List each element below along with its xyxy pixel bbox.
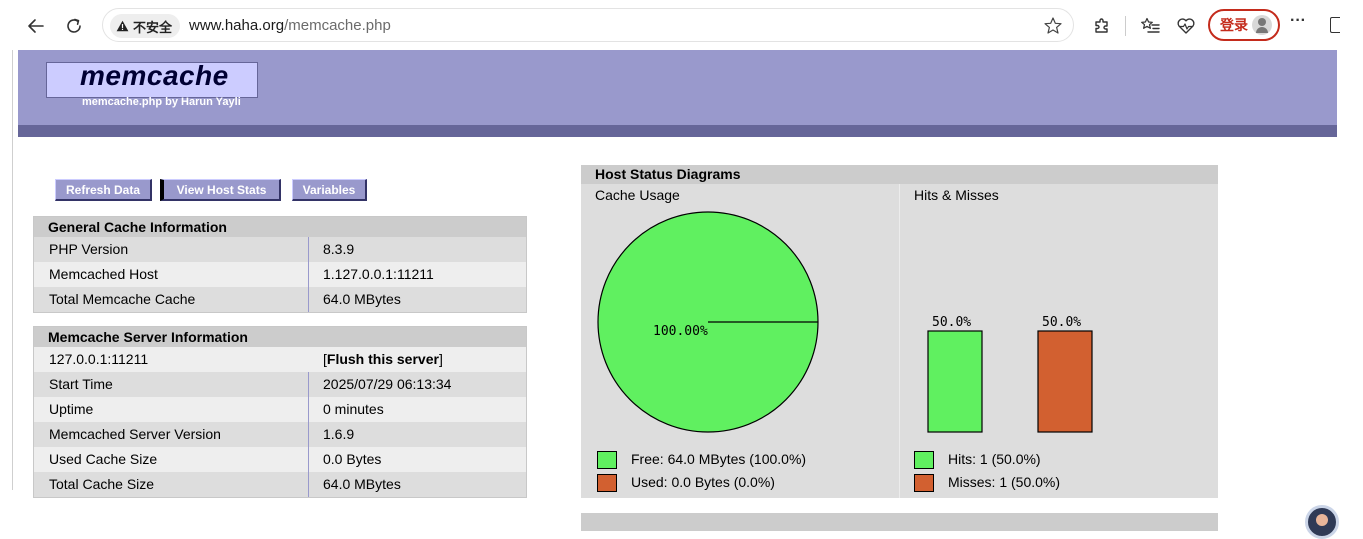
diagrams-divider (899, 184, 900, 498)
browser-toolbar: 不安全 www.haha.org/memcache.php 登录 ··· (0, 0, 1363, 50)
general-cache-info-title: General Cache Information (34, 217, 526, 237)
toolbar-divider (1125, 16, 1126, 36)
sidebar-toggle-icon[interactable] (1330, 17, 1340, 33)
table-row: 127.0.0.1:11211 [Flush this server] (34, 347, 526, 372)
browser-essentials-button[interactable] (1170, 10, 1202, 42)
server-info-rows: 127.0.0.1:11211 [Flush this server] Star… (34, 347, 526, 497)
free-legend-label: Free: 64.0 MBytes (100.0%) (631, 451, 807, 467)
puzzle-icon (1095, 18, 1108, 33)
hits-misses-title: Hits & Misses (914, 187, 999, 203)
logo-title: memcache (80, 60, 229, 91)
used-legend-label: Used: 0.0 Bytes (0.0%) (631, 474, 775, 490)
row-value: 0.0 Bytes (323, 451, 382, 467)
flush-server-link[interactable]: [Flush this server] (309, 347, 443, 372)
row-key: Memcached Server Version (34, 422, 309, 447)
reload-icon (67, 18, 81, 33)
pie-percent-label: 100.00% (653, 324, 708, 339)
bar-label-misses: 50.0% (1042, 315, 1081, 330)
login-label: 登录 (1220, 17, 1248, 33)
warning-icon (116, 20, 129, 32)
flush-bracket-close: ] (438, 351, 443, 367)
table-row: PHP Version 8.3.9 (34, 237, 526, 262)
hits-legend-swatch (914, 451, 934, 469)
server-info-table: Memcache Server Information 127.0.0.1:11… (33, 326, 527, 498)
row-key: Uptime (34, 397, 309, 422)
url-text[interactable]: www.haha.org/memcache.php (189, 17, 391, 34)
misses-legend-swatch (914, 474, 934, 492)
row-value: 0 minutes (323, 401, 384, 417)
extensions-button[interactable] (1086, 10, 1118, 42)
copilot-avatar-icon[interactable] (1305, 505, 1339, 539)
favorite-star-icon[interactable] (1043, 16, 1063, 36)
favorites-list-icon (1141, 17, 1160, 33)
diagrams-title: Host Status Diagrams (581, 165, 1218, 184)
row-value: 2025/07/29 06:13:34 (323, 376, 452, 392)
logo-subtitle: memcache.php by Harun Yayli (82, 96, 241, 108)
hits-legend-label: Hits: 1 (50.0%) (948, 451, 1041, 467)
row-key: Total Cache Size (34, 472, 309, 497)
login-button[interactable]: 登录 (1208, 9, 1280, 41)
row-key: Start Time (34, 372, 309, 397)
address-bar[interactable]: 不安全 www.haha.org/memcache.php (102, 8, 1074, 42)
flush-server-label: Flush this server (326, 351, 439, 367)
free-legend-swatch (597, 451, 617, 469)
row-value: 64.0 MBytes (323, 476, 401, 492)
row-key: Used Cache Size (34, 447, 309, 472)
misses-legend-label: Misses: 1 (50.0%) (948, 474, 1061, 490)
more-menu-button[interactable]: ··· (1290, 12, 1306, 29)
server-host: 127.0.0.1:11211 (49, 351, 149, 367)
view-host-stats-button[interactable]: View Host Stats (160, 179, 281, 201)
row-key: PHP Version (34, 237, 309, 262)
bar-hits (927, 330, 983, 433)
table-row: Total Cache Size 64.0 MBytes (34, 472, 526, 497)
header-stripe (18, 125, 1337, 137)
table-row: Used Cache Size 0.0 Bytes (34, 447, 526, 472)
cache-usage-pie-chart: 100.00% (597, 211, 819, 433)
security-indicator[interactable]: 不安全 (110, 14, 181, 38)
bar-label-hits: 50.0% (932, 315, 971, 330)
profile-avatar-icon (1252, 15, 1272, 35)
table-row: Start Time 2025/07/29 06:13:34 (34, 372, 526, 397)
table-row: Memcached Server Version 1.6.9 (34, 422, 526, 447)
used-legend-swatch (597, 474, 617, 492)
hits-misses-bar-chart: 50.0% 50.0% (927, 315, 1093, 433)
security-label: 不安全 (133, 19, 173, 35)
logo-box (46, 62, 258, 98)
heart-pulse-icon (1177, 18, 1195, 34)
row-value: 64.0 MBytes (323, 291, 401, 307)
row-value: 1.6.9 (323, 426, 355, 442)
back-arrow-icon (28, 19, 44, 33)
general-cache-info-table: General Cache Information PHP Version 8.… (33, 216, 527, 313)
url-host: www.haha.org (189, 17, 285, 34)
host-status-diagrams: Host Status Diagrams Cache Usage Hits & … (581, 165, 1218, 498)
row-value: 8.3.9 (323, 241, 355, 257)
variables-button[interactable]: Variables (292, 179, 367, 201)
row-value: 1.127.0.0.1:11211 (323, 266, 434, 282)
reload-button[interactable] (58, 10, 90, 42)
general-cache-info-rows: PHP Version 8.3.9 Memcached Host 1.127.0… (34, 237, 526, 312)
next-section-header (581, 513, 1218, 531)
refresh-data-button[interactable]: Refresh Data (55, 179, 152, 201)
bar-misses (1037, 330, 1093, 433)
table-row: Total Memcache Cache 64.0 MBytes (34, 287, 526, 312)
page-left-rule (12, 50, 13, 490)
favorites-button[interactable] (1134, 10, 1166, 42)
row-key: Memcached Host (34, 262, 309, 287)
url-path: /memcache.php (284, 17, 391, 34)
table-row: Memcached Host 1.127.0.0.1:11211 (34, 262, 526, 287)
table-row: Uptime 0 minutes (34, 397, 526, 422)
cache-usage-title: Cache Usage (595, 187, 680, 203)
row-key: Total Memcache Cache (34, 287, 309, 312)
flush-bracket-open: [ (323, 351, 327, 367)
back-button[interactable] (20, 10, 52, 42)
server-info-title: Memcache Server Information (34, 327, 526, 347)
